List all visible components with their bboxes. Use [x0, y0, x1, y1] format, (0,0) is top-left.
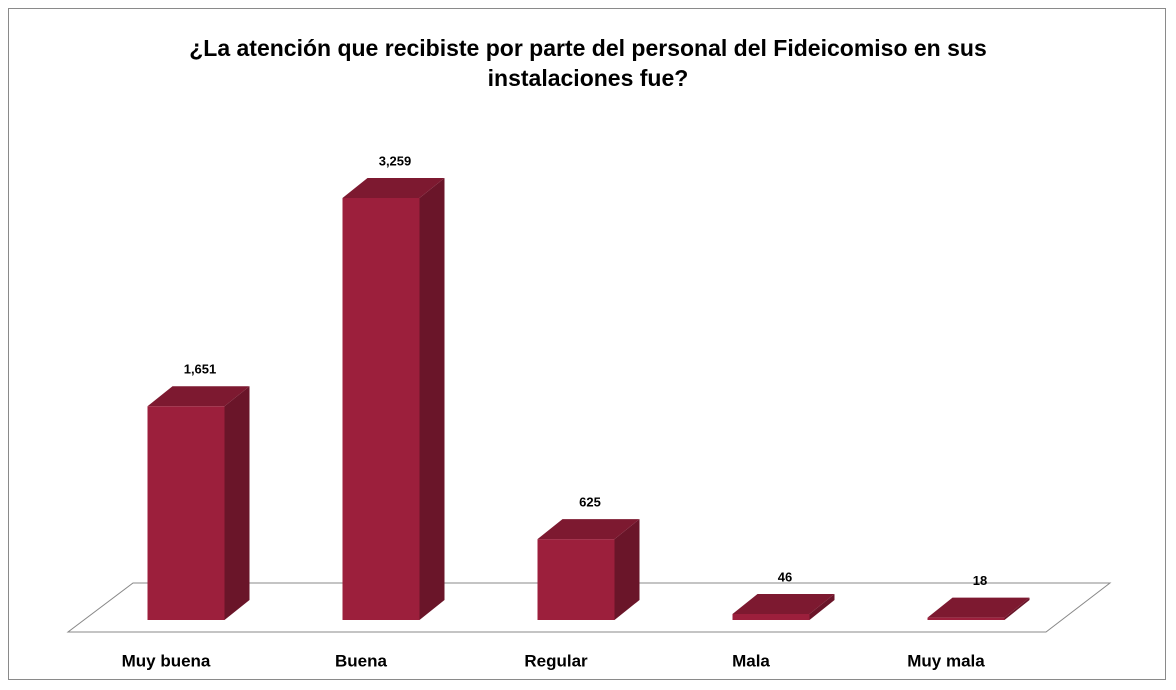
bar: [147, 386, 250, 620]
bar-side: [419, 178, 445, 620]
value-label: 1,651: [184, 362, 217, 377]
bar-front: [732, 614, 810, 620]
bar-front: [342, 198, 420, 620]
x-tick-label: Regular: [524, 651, 588, 670]
bar-side: [1004, 597, 1030, 620]
bar-front: [927, 617, 1005, 620]
value-label: 18: [973, 573, 987, 588]
bar-side: [614, 519, 640, 620]
bar-side: [224, 386, 250, 620]
value-label: 3,259: [379, 153, 412, 168]
bar-top: [147, 386, 250, 407]
bar-side: [809, 594, 835, 620]
x-tick-label: Muy buena: [122, 651, 211, 670]
chart-title: ¿La atención que recibiste por parte del…: [189, 35, 987, 91]
bar-top: [342, 178, 445, 198]
bar-front: [537, 539, 615, 620]
bar-top: [927, 597, 1030, 618]
bar: [732, 594, 835, 620]
bar-top: [537, 519, 640, 540]
bar: [342, 178, 445, 620]
bar-front: [147, 406, 225, 620]
bar-top: [732, 594, 835, 615]
x-tick-label: Muy mala: [907, 651, 985, 670]
x-tick-label: Buena: [335, 651, 388, 670]
chart-frame: [8, 8, 1166, 680]
bar: [927, 597, 1030, 620]
value-label: 625: [579, 495, 601, 510]
bar: [537, 519, 640, 620]
value-label: 46: [778, 569, 792, 584]
x-tick-label: Mala: [732, 651, 770, 670]
